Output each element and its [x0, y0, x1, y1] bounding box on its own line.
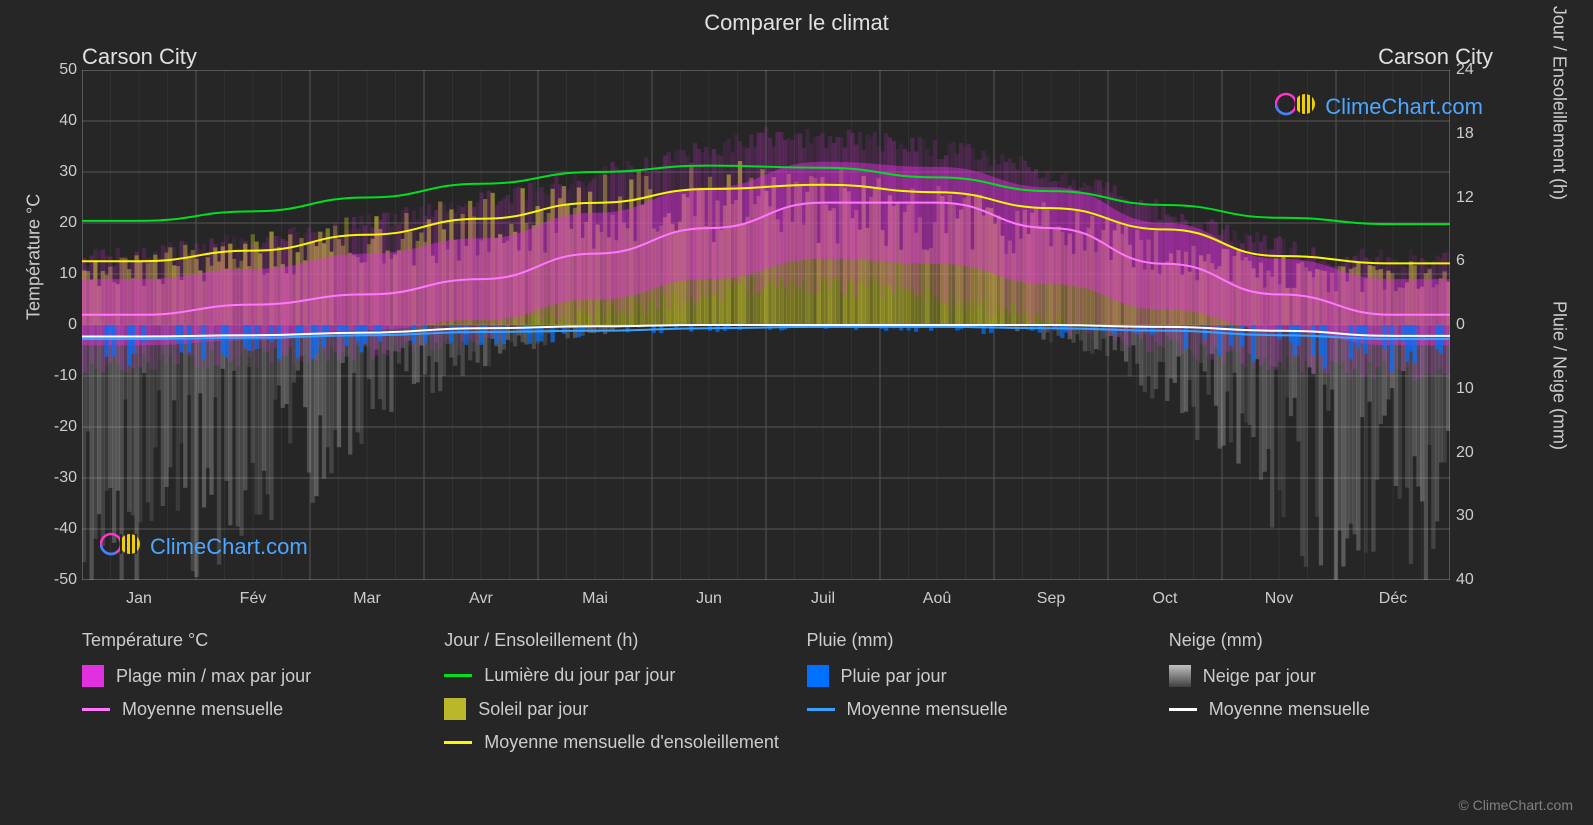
copyright: © ClimeChart.com	[1458, 797, 1573, 813]
legend-swatch	[444, 698, 466, 720]
y-left-tick: 10	[37, 265, 77, 283]
y-axis-left-label: Température °C	[24, 194, 45, 320]
y-left-tick: -20	[37, 418, 77, 436]
watermark-text: ClimeChart.com	[1325, 94, 1483, 120]
legend-label: Pluie par jour	[841, 666, 947, 687]
watermark-bottom-left: ClimeChart.com	[100, 530, 308, 564]
x-month-tick: Juil	[811, 590, 835, 608]
y-left-tick: -40	[37, 520, 77, 538]
y-left-tick: -50	[37, 571, 77, 589]
legend-column: Température °C Plage min / max par jour Mo…	[82, 630, 424, 753]
legend-swatch	[807, 708, 835, 711]
logo-icon	[100, 530, 144, 564]
x-month-tick: Sep	[1037, 590, 1065, 608]
y-right-top-tick: 0	[1456, 316, 1496, 334]
y-left-tick: -10	[37, 367, 77, 385]
legend-item: Soleil par jour	[444, 698, 786, 720]
y-right-top-tick: 12	[1456, 189, 1496, 207]
legend-header: Pluie (mm)	[807, 630, 1149, 651]
y-right-bottom-tick: 30	[1456, 507, 1496, 525]
legend-label: Lumière du jour par jour	[484, 665, 675, 686]
x-month-tick: Oct	[1153, 590, 1178, 608]
legend-swatch	[444, 674, 472, 677]
legend-swatch	[1169, 665, 1191, 687]
legend-item: Moyenne mensuelle	[82, 699, 424, 720]
x-month-tick: Mai	[582, 590, 608, 608]
y-left-tick: 20	[37, 214, 77, 232]
x-month-tick: Jun	[696, 590, 722, 608]
legend-swatch	[807, 665, 829, 687]
watermark-text: ClimeChart.com	[150, 534, 308, 560]
x-month-tick: Mar	[353, 590, 381, 608]
legend-label: Moyenne mensuelle d'ensoleillement	[484, 732, 779, 753]
legend-swatch	[82, 708, 110, 711]
x-month-tick: Nov	[1265, 590, 1293, 608]
y-left-tick: 50	[37, 61, 77, 79]
legend-column: Neige (mm) Neige par jour Moyenne mensuell…	[1169, 630, 1511, 753]
legend-item: Moyenne mensuelle d'ensoleillement	[444, 732, 786, 753]
legend-header: Neige (mm)	[1169, 630, 1511, 651]
y-left-tick: 30	[37, 163, 77, 181]
legend-header: Température °C	[82, 630, 424, 651]
y-axis-right-bottom-label: Pluie / Neige (mm)	[1549, 301, 1570, 450]
x-month-tick: Jan	[126, 590, 152, 608]
legend-label: Moyenne mensuelle	[122, 699, 283, 720]
legend-label: Moyenne mensuelle	[847, 699, 1008, 720]
legend-item: Pluie par jour	[807, 665, 1149, 687]
y-left-tick: -30	[37, 469, 77, 487]
chart-legend: Température °C Plage min / max par jour Mo…	[82, 630, 1511, 753]
y-right-top-tick: 18	[1456, 125, 1496, 143]
legend-label: Plage min / max par jour	[116, 666, 311, 687]
x-month-tick: Avr	[469, 590, 493, 608]
legend-swatch	[444, 741, 472, 744]
x-month-tick: Fév	[240, 590, 267, 608]
legend-item: Moyenne mensuelle	[807, 699, 1149, 720]
y-right-top-tick: 6	[1456, 252, 1496, 270]
legend-item: Lumière du jour par jour	[444, 665, 786, 686]
chart-title: Comparer le climat	[0, 10, 1593, 36]
watermark-top-right: ClimeChart.com	[1275, 90, 1483, 124]
city-label-left: Carson City	[82, 44, 197, 70]
climate-chart	[82, 70, 1450, 580]
legend-item: Plage min / max par jour	[82, 665, 424, 687]
x-month-tick: Déc	[1379, 590, 1407, 608]
legend-label: Moyenne mensuelle	[1209, 699, 1370, 720]
y-left-tick: 0	[37, 316, 77, 334]
legend-header: Jour / Ensoleillement (h)	[444, 630, 786, 651]
y-right-bottom-tick: 40	[1456, 571, 1496, 589]
legend-swatch	[1169, 708, 1197, 711]
x-month-tick: Aoû	[923, 590, 951, 608]
y-left-tick: 40	[37, 112, 77, 130]
logo-icon	[1275, 90, 1319, 124]
legend-item: Moyenne mensuelle	[1169, 699, 1511, 720]
y-axis-right-top-label: Jour / Ensoleillement (h)	[1549, 6, 1570, 200]
legend-swatch	[82, 665, 104, 687]
legend-column: Jour / Ensoleillement (h) Lumière du jour…	[444, 630, 786, 753]
legend-item: Neige par jour	[1169, 665, 1511, 687]
legend-label: Soleil par jour	[478, 699, 588, 720]
y-right-bottom-tick: 10	[1456, 380, 1496, 398]
y-right-top-tick: 24	[1456, 61, 1496, 79]
legend-column: Pluie (mm) Pluie par jour Moyenne mensuell…	[807, 630, 1149, 753]
y-right-bottom-tick: 20	[1456, 444, 1496, 462]
legend-label: Neige par jour	[1203, 666, 1316, 687]
